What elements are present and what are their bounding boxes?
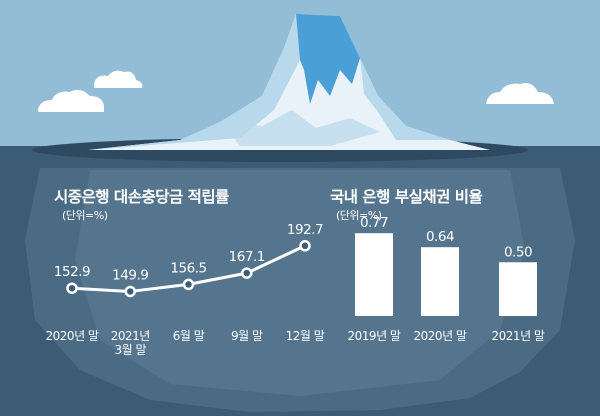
underwater-iceberg xyxy=(25,168,575,412)
line-value-label: 156.5 xyxy=(170,260,206,276)
ice-left-face xyxy=(88,14,300,150)
bar xyxy=(355,233,393,316)
underwater-iceberg-inner xyxy=(75,170,525,396)
bar-value-label: 0.50 xyxy=(504,244,532,260)
bar-x-tick-label: 2020년 말 xyxy=(414,329,467,343)
left-chart-unit: (단위=%) xyxy=(62,209,108,222)
bar xyxy=(421,247,459,316)
ice-front-facet xyxy=(220,110,380,146)
cloud-center-left xyxy=(94,70,143,88)
bar-x-tick-label: 2019년 말 xyxy=(348,329,401,343)
iceberg-top xyxy=(88,14,490,150)
cloud-right xyxy=(486,83,554,104)
cloud-shapes xyxy=(38,70,554,112)
line-point xyxy=(124,285,136,298)
line-point xyxy=(241,267,253,279)
bar xyxy=(499,262,537,316)
line-x-tick-label: 9월 말 xyxy=(231,329,263,343)
line-value-label: 167.1 xyxy=(229,249,265,265)
ice-peak-face xyxy=(296,14,360,104)
cloud-left xyxy=(38,89,104,112)
right-chart-title: 국내 은행 부실채권 비율 xyxy=(330,188,483,206)
ice-right-face xyxy=(360,58,450,140)
line-x-tick-label: 2021년 xyxy=(111,329,150,343)
line-value-label: 152.9 xyxy=(54,264,90,280)
line-point xyxy=(66,282,78,294)
bar-x-tick-label: 2021년 말 xyxy=(492,329,545,343)
line-point xyxy=(182,278,195,291)
line-x-tick-label: 12월 말 xyxy=(286,329,325,343)
line-value-label: 192.7 xyxy=(287,222,323,238)
line-x-tick-label: 3월 말 xyxy=(114,343,146,357)
left-chart-title: 시중은행 대손충당금 적립률 xyxy=(54,188,229,206)
line-x-tick-label: 6월 말 xyxy=(173,329,205,343)
bar-chart: 0.77 2019년 말 0.64 2020년 말 0.50 2021년 말 xyxy=(348,215,546,343)
bar-value-label: 0.64 xyxy=(426,229,454,245)
line-value-label: 149.9 xyxy=(112,267,148,283)
bar-value-label: 0.77 xyxy=(360,215,388,231)
right-chart-unit: (단위=%) xyxy=(336,209,382,222)
line-x-tick-label: 2020년 말 xyxy=(46,329,99,343)
line-point xyxy=(299,240,311,252)
